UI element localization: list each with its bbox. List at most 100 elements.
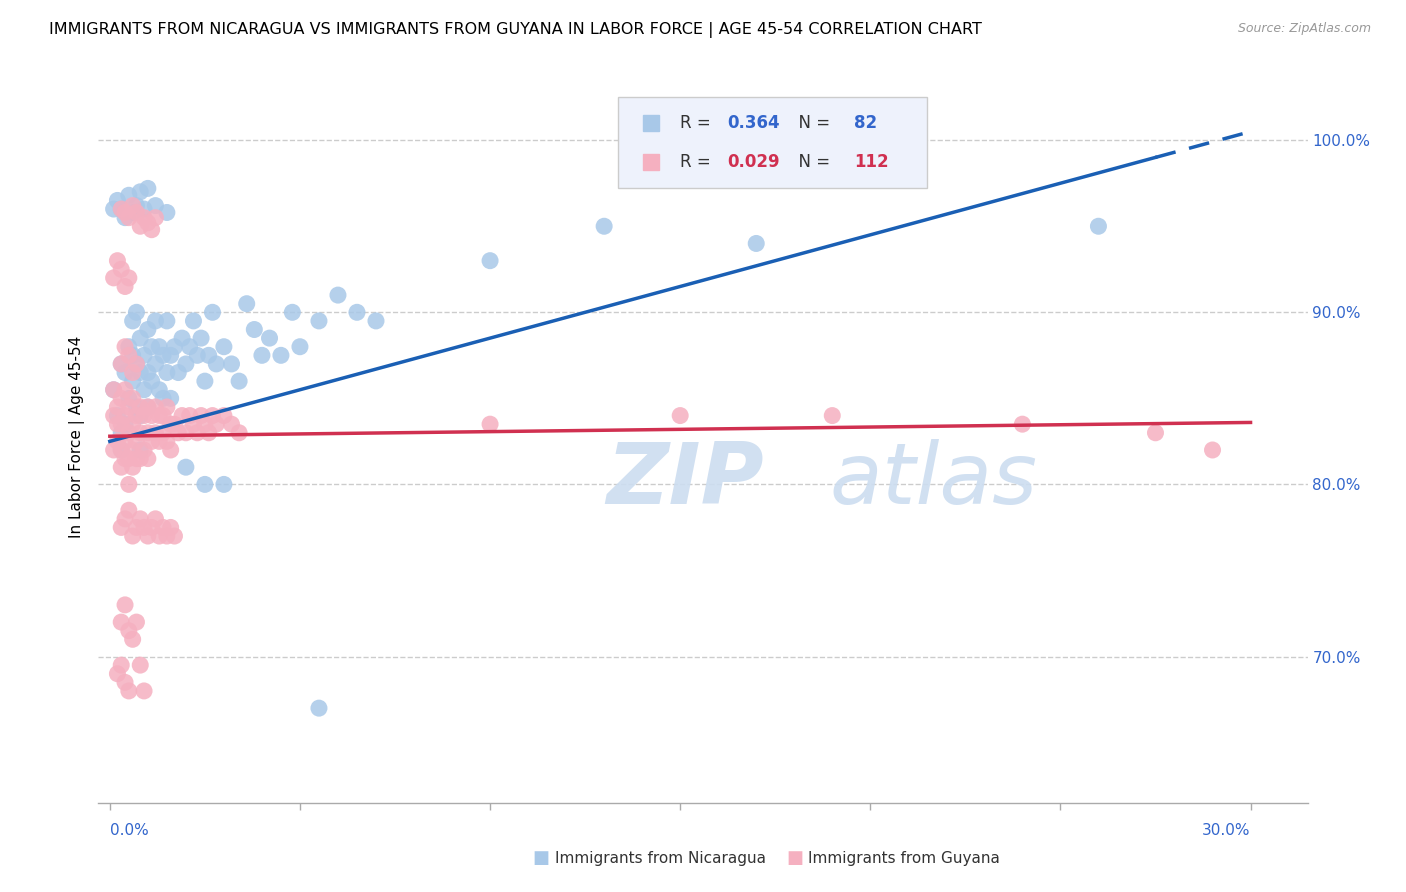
Point [152, 348, 174, 362]
Text: 0.0%: 0.0% [110, 823, 149, 838]
Point [136, 400, 159, 414]
Point [745, 236, 768, 251]
Point [152, 425, 174, 440]
Point [121, 205, 143, 219]
Point [136, 366, 159, 380]
Point [121, 314, 143, 328]
Point [110, 202, 132, 216]
Point [194, 374, 217, 388]
Point [250, 348, 273, 362]
Point [121, 460, 143, 475]
Point [179, 409, 201, 423]
Point [118, 451, 141, 466]
Point [326, 288, 349, 302]
Text: Source: ZipAtlas.com: Source: ZipAtlas.com [1237, 22, 1371, 36]
Point [103, 383, 125, 397]
Point [110, 392, 132, 406]
Point [129, 185, 152, 199]
Point [118, 477, 141, 491]
Point [121, 392, 143, 406]
Point [114, 366, 136, 380]
Point [141, 520, 163, 534]
Point [114, 340, 136, 354]
Point [159, 392, 181, 406]
Point [129, 442, 152, 457]
Point [235, 296, 257, 310]
Point [145, 211, 167, 225]
Point [118, 503, 141, 517]
Point [118, 271, 141, 285]
Point [145, 400, 167, 414]
Point [110, 442, 132, 457]
Point [129, 366, 152, 380]
Point [281, 305, 304, 319]
Point [145, 512, 167, 526]
Text: 82: 82 [855, 114, 877, 132]
Point [125, 357, 148, 371]
Point [821, 409, 844, 423]
Point [163, 340, 186, 354]
Point [107, 434, 129, 449]
Point [212, 409, 235, 423]
Point [201, 305, 224, 319]
Point [132, 409, 155, 423]
Point [212, 340, 235, 354]
Point [118, 340, 141, 354]
Point [125, 198, 148, 212]
Point [129, 658, 152, 673]
Point [129, 512, 152, 526]
Point [364, 314, 387, 328]
Point [136, 181, 159, 195]
Point [136, 400, 159, 414]
Point [194, 477, 217, 491]
Point [107, 253, 129, 268]
Point [103, 271, 125, 285]
Point [194, 417, 217, 432]
Text: 0.364: 0.364 [727, 114, 780, 132]
Point [159, 417, 181, 432]
Point [159, 442, 181, 457]
Point [205, 357, 228, 371]
Point [228, 425, 250, 440]
Point [125, 451, 148, 466]
Point [118, 425, 141, 440]
Point [114, 383, 136, 397]
Text: ZIP: ZIP [606, 440, 763, 523]
Point [148, 340, 170, 354]
Point [121, 348, 143, 362]
Point [132, 211, 155, 225]
Point [110, 262, 132, 277]
Point [132, 202, 155, 216]
Point [183, 314, 205, 328]
Point [136, 451, 159, 466]
Point [114, 279, 136, 293]
Point [228, 374, 250, 388]
Point [270, 348, 292, 362]
Point [148, 434, 170, 449]
Point [243, 322, 266, 336]
Point [183, 417, 205, 432]
Point [107, 194, 129, 208]
Point [136, 425, 159, 440]
Point [159, 348, 181, 362]
Point [125, 615, 148, 629]
Text: atlas: atlas [830, 440, 1038, 523]
Point [110, 615, 132, 629]
Point [212, 477, 235, 491]
Point [159, 520, 181, 534]
Point [114, 434, 136, 449]
Text: N =: N = [787, 153, 830, 171]
Point [145, 198, 167, 212]
Point [136, 216, 159, 230]
Point [125, 357, 148, 371]
Point [129, 219, 152, 234]
Point [103, 442, 125, 457]
Point [479, 417, 502, 432]
Point [136, 322, 159, 336]
Point [118, 400, 141, 414]
Point [107, 400, 129, 414]
Point [110, 442, 132, 457]
Point [197, 348, 219, 362]
Point [288, 340, 311, 354]
Text: IMMIGRANTS FROM NICARAGUA VS IMMIGRANTS FROM GUYANA IN LABOR FORCE | AGE 45-54 C: IMMIGRANTS FROM NICARAGUA VS IMMIGRANTS … [49, 22, 981, 38]
